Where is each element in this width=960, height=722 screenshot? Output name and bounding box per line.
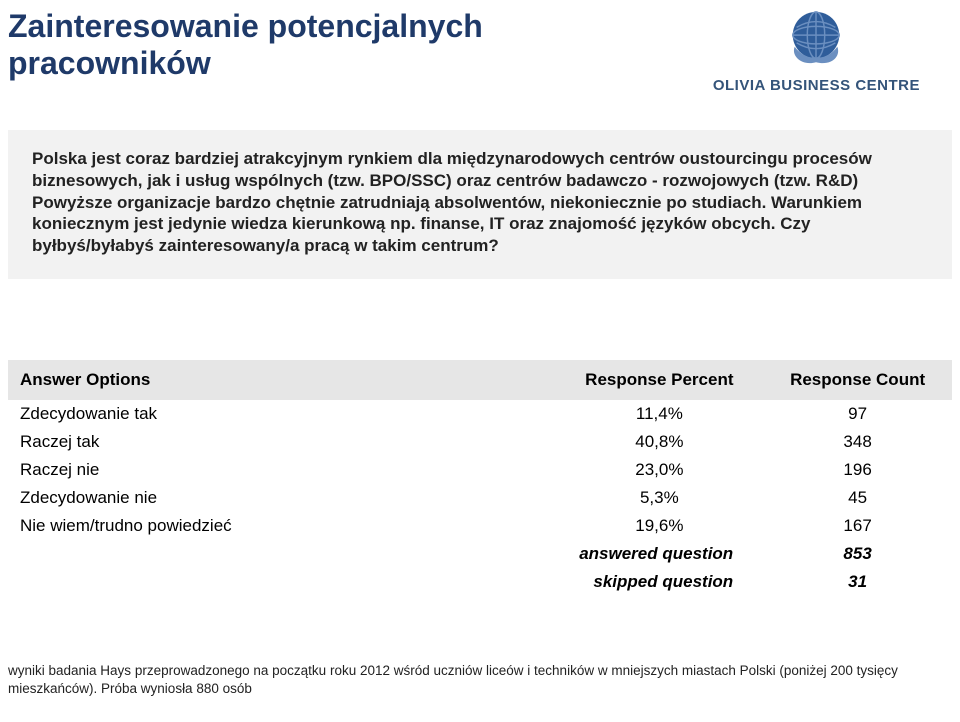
row-percent: 40,8% <box>556 428 764 456</box>
row-label: Zdecydowanie tak <box>8 400 556 428</box>
summary-label: skipped question <box>8 568 763 596</box>
row-label: Nie wiem/trudno powiedzieć <box>8 512 556 540</box>
brand-logo: OLIVIA BUSINESS CENTRE <box>713 8 920 94</box>
summary-row-skipped: skipped question 31 <box>8 568 952 596</box>
summary-value: 31 <box>763 568 952 596</box>
row-label: Raczej nie <box>8 456 556 484</box>
table-row: Nie wiem/trudno powiedzieć 19,6% 167 <box>8 512 952 540</box>
brand-name: OLIVIA BUSINESS CENTRE <box>713 77 920 94</box>
row-percent: 5,3% <box>556 484 764 512</box>
question-text: Polska jest coraz bardziej atrakcyjnym r… <box>32 148 928 257</box>
globe-icon <box>785 8 847 70</box>
row-count: 196 <box>763 456 952 484</box>
brand-word-1: OLIVIA <box>713 77 765 94</box>
table-row: Zdecydowanie tak 11,4% 97 <box>8 400 952 428</box>
row-label: Zdecydowanie nie <box>8 484 556 512</box>
row-count: 45 <box>763 484 952 512</box>
row-percent: 19,6% <box>556 512 764 540</box>
table-row: Zdecydowanie nie 5,3% 45 <box>8 484 952 512</box>
table-row: Raczej tak 40,8% 348 <box>8 428 952 456</box>
row-label: Raczej tak <box>8 428 556 456</box>
row-count: 348 <box>763 428 952 456</box>
page-title: Zainteresowanie potencjalnych pracownikó… <box>8 8 568 82</box>
brand-word-2: BUSINESS <box>770 77 851 94</box>
row-count: 97 <box>763 400 952 428</box>
summary-row-answered: answered question 853 <box>8 540 952 568</box>
row-percent: 23,0% <box>556 456 764 484</box>
col-header-count: Response Count <box>763 360 952 400</box>
col-header-percent: Response Percent <box>556 360 764 400</box>
summary-label: answered question <box>8 540 763 568</box>
question-panel: Polska jest coraz bardziej atrakcyjnym r… <box>8 130 952 279</box>
row-percent: 11,4% <box>556 400 764 428</box>
row-count: 167 <box>763 512 952 540</box>
brand-word-3: CENTRE <box>855 77 920 94</box>
results-table: Answer Options Response Percent Response… <box>8 360 952 596</box>
summary-value: 853 <box>763 540 952 568</box>
footnote: wyniki badania Hays przeprowadzonego na … <box>8 662 952 698</box>
results-table-wrap: Answer Options Response Percent Response… <box>8 360 952 596</box>
table-row: Raczej nie 23,0% 196 <box>8 456 952 484</box>
col-header-answer: Answer Options <box>8 360 556 400</box>
